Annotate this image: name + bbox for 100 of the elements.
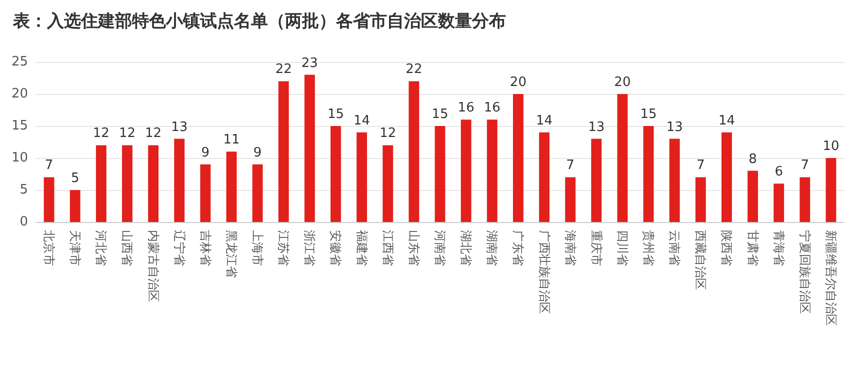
data-label: 14	[718, 113, 735, 128]
y-tick-label: 10	[11, 150, 28, 166]
data-label: 7	[800, 158, 810, 174]
bar	[304, 74, 315, 222]
bar	[434, 126, 446, 222]
data-label: 10	[822, 139, 840, 154]
y-tick-label: 0	[20, 214, 28, 230]
bar	[252, 164, 263, 222]
bar	[512, 94, 524, 222]
data-label: 15	[640, 107, 657, 122]
x-tick-label: 贵州省	[642, 230, 656, 266]
x-tick-label: 重庆市	[589, 230, 604, 266]
x-tick-label: 山西省	[120, 230, 134, 266]
bar	[382, 145, 394, 222]
x-tick-label: 河北省	[94, 230, 108, 266]
x-tick-label: 山东省	[406, 230, 421, 266]
data-label: 12	[380, 126, 396, 142]
bar	[408, 81, 420, 222]
data-label: 15	[327, 107, 344, 122]
bar	[356, 132, 368, 222]
chart-title: 表：入选住建部特色小镇试点名单（两批）各省市自治区数量分布	[12, 12, 506, 32]
bar	[148, 145, 159, 222]
bar	[721, 132, 732, 222]
x-tick-label: 上海市	[250, 230, 265, 266]
x-tick-label: 湖北省	[459, 230, 474, 266]
x-tick-label: 甘肃省	[746, 230, 760, 266]
x-tick-label: 吉林省	[198, 230, 212, 266]
bar	[70, 190, 80, 222]
data-label: 22	[406, 62, 422, 78]
bar	[826, 158, 836, 222]
bar	[278, 81, 289, 222]
x-tick-label: 安徽省	[328, 230, 343, 266]
bar	[748, 170, 758, 222]
x-tick-label: 湖南省	[485, 230, 500, 266]
x-tick-label: 新疆维吾尔自治区	[824, 230, 838, 326]
data-label: 15	[432, 107, 448, 122]
data-label: 20	[510, 75, 526, 90]
data-label: 14	[536, 113, 553, 128]
x-tick-label: 福建省	[354, 230, 369, 266]
bar	[226, 152, 237, 222]
data-label: 5	[70, 171, 80, 186]
data-label: 20	[614, 75, 631, 90]
bar	[643, 126, 654, 222]
x-tick-label: 天津市	[68, 230, 82, 266]
bar	[695, 177, 706, 222]
x-tick-label: 海南省	[563, 230, 578, 266]
x-tick-label: 广东省	[511, 230, 526, 266]
bar	[486, 120, 498, 222]
x-tick-label: 辽宁省	[172, 230, 186, 266]
bar	[200, 164, 211, 222]
data-label: 12	[92, 126, 110, 142]
data-label: 13	[588, 120, 605, 135]
y-tick-label: 25	[11, 54, 28, 70]
data-label: 7	[566, 158, 574, 174]
data-label: 11	[223, 132, 240, 148]
bar	[591, 138, 602, 222]
data-label: 23	[301, 56, 318, 71]
x-tick-label: 河南省	[433, 230, 447, 266]
data-label: 16	[484, 100, 500, 116]
bar	[174, 138, 185, 222]
x-tick-label: 内蒙古自治区	[146, 230, 160, 302]
bar	[565, 177, 576, 222]
bar	[774, 184, 784, 222]
x-tick-label: 云南省	[668, 230, 682, 266]
x-tick-label: 宁夏回族自治区	[798, 230, 812, 314]
data-label: 9	[201, 145, 210, 160]
x-tick-label: 江西省	[380, 230, 395, 266]
y-tick-label: 5	[20, 182, 28, 198]
bar	[800, 177, 810, 222]
data-label: 12	[118, 126, 136, 142]
x-tick-label: 江苏省	[276, 230, 291, 266]
data-label: 8	[748, 152, 757, 167]
bar	[617, 94, 628, 222]
x-tick-label: 北京市	[42, 230, 56, 266]
data-label: 22	[275, 62, 292, 78]
x-tick-label: 浙江省	[302, 230, 317, 266]
data-label: 16	[458, 100, 474, 116]
data-label: 14	[354, 113, 370, 128]
data-label: 9	[253, 145, 262, 160]
data-label: 13	[171, 120, 188, 135]
bar	[44, 177, 54, 222]
data-label: 13	[666, 120, 683, 135]
data-label: 7	[696, 158, 705, 174]
y-tick-label: 15	[11, 118, 28, 134]
x-tick-label: 广西壮族自治区	[537, 230, 552, 314]
bar	[96, 145, 106, 222]
x-tick-label: 青海省	[772, 230, 786, 266]
bar	[669, 138, 680, 222]
data-label: 6	[774, 164, 783, 180]
data-label: 7	[44, 158, 54, 174]
y-tick-label: 20	[11, 86, 28, 102]
bar	[539, 132, 550, 222]
x-tick-label: 西藏自治区	[694, 230, 708, 290]
bar	[460, 120, 472, 222]
bar	[330, 126, 341, 222]
bar	[122, 145, 132, 222]
data-label: 12	[145, 126, 162, 142]
x-tick-label: 陕西省	[720, 230, 734, 266]
x-tick-label: 黑龙江省	[224, 230, 238, 278]
x-tick-label: 四川省	[615, 230, 630, 266]
